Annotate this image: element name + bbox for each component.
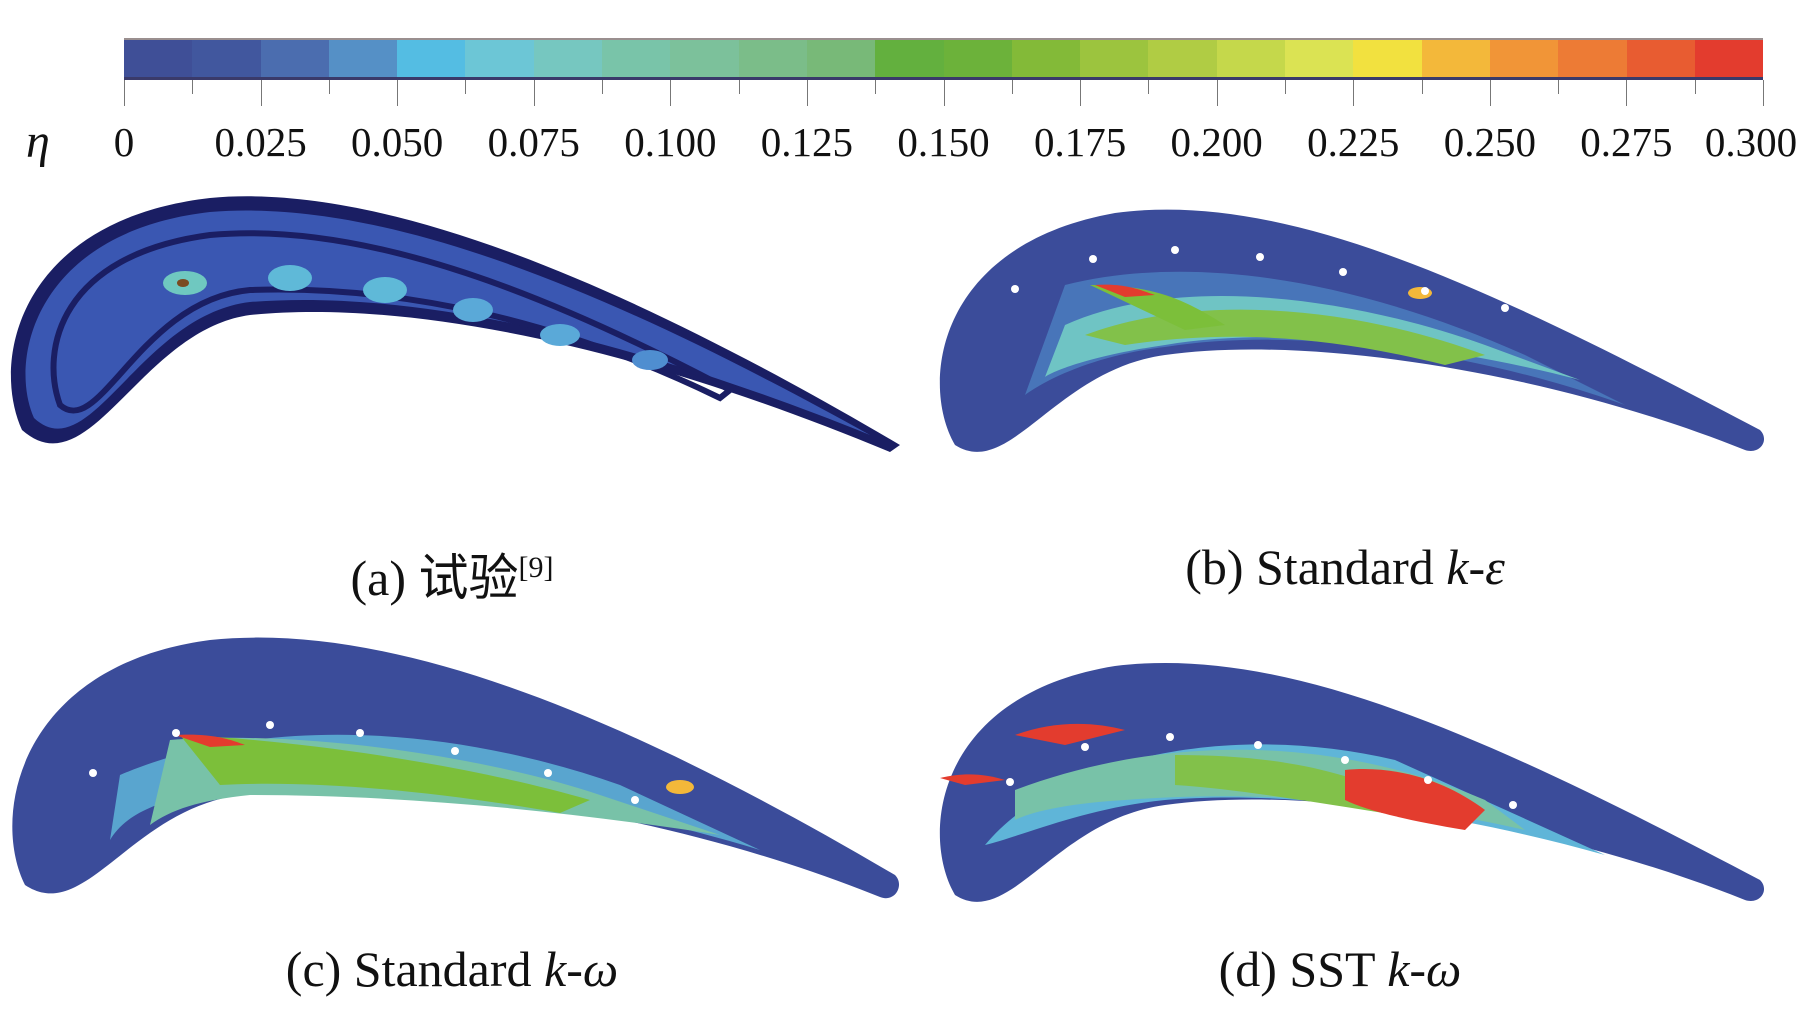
colorbar-tick (602, 80, 604, 94)
caption-b: (b) Standard k-ε (1185, 538, 1505, 596)
contour-panel-d (939, 662, 1765, 902)
colorbar-band (875, 40, 944, 77)
caption-d: (d) SST k-ω (1219, 940, 1462, 998)
colorbar-band (465, 40, 534, 77)
colorbar-tick (1763, 80, 1764, 106)
colorbar-tick (1011, 80, 1013, 94)
colorbar-band (738, 40, 807, 77)
caption-c-label: (c) Standard (285, 941, 545, 997)
colorbar-tick-label: 0.025 (214, 119, 307, 165)
colorbar-band (943, 40, 1012, 77)
colorbar-tick (1216, 80, 1218, 106)
colorbar-band (533, 40, 603, 77)
colorbar-tick (1080, 80, 1082, 106)
colorbar-tick-label: 0.275 (1580, 119, 1673, 165)
cooling-holes-c (89, 721, 639, 804)
cooling-spots-a (163, 265, 668, 370)
blade-surface-a (25, 210, 870, 435)
colorbar-band (1080, 40, 1149, 77)
colorbar-ticks (124, 80, 1764, 106)
colorbar-tick (1489, 80, 1491, 106)
colorbar-tick (1284, 80, 1286, 94)
colorbar-band (1558, 40, 1627, 77)
colorbar-tick (124, 80, 125, 106)
colorbar-tick-labels: 0 0.025 0.050 0.075 0.100 0.125 0.150 0.175 0.20… (0, 118, 1819, 168)
colorbar-band (328, 40, 398, 77)
colorbar-tick (260, 80, 262, 106)
caption-b-dash: - (1468, 539, 1486, 595)
caption-a-reference: [9] (518, 551, 554, 584)
caption-c-model: ω (582, 941, 619, 997)
colorbar-band (1489, 40, 1559, 77)
colorbar-tick-label: 0.125 (760, 119, 854, 165)
colorbar-band (1626, 40, 1695, 77)
caption-c-k: k (544, 941, 567, 997)
contour-panel-b (939, 209, 1765, 452)
colorbar-tick (1421, 80, 1423, 94)
colorbar-tick (533, 80, 535, 106)
colorbar-tick (1353, 80, 1355, 106)
colorbar-tick (1558, 80, 1560, 94)
colorbar-band (1694, 40, 1764, 77)
colorbar-tick (806, 80, 808, 106)
caption-c: (c) Standard k-ω (286, 940, 618, 998)
colorbar-symbol: η (26, 115, 50, 168)
colorbar-tick (670, 80, 672, 106)
colorbar-tick (738, 80, 740, 94)
colorbar-band (1421, 40, 1490, 77)
colorbar-tick-label: 0.200 (1170, 119, 1263, 165)
cooling-holes-d (1006, 733, 1517, 809)
colorbar-tick-label: 0.250 (1443, 119, 1536, 165)
caption-c-dash: - (566, 941, 583, 997)
cooling-holes-b (1011, 246, 1509, 312)
colorbar-tick (1148, 80, 1150, 94)
colorbar-tick-label: 0.175 (1033, 119, 1127, 165)
colorbar-tick (875, 80, 877, 94)
colorbar-band (602, 40, 671, 77)
colorbar-tick (943, 80, 945, 106)
colorbar-band (670, 40, 739, 77)
colorbar-tick (328, 80, 330, 94)
contour-panel-c (12, 637, 900, 899)
colorbar-tick-label: 0.100 (624, 119, 717, 165)
caption-b-k: k (1446, 539, 1469, 595)
colorbar-tick (397, 80, 399, 106)
caption-a-label: (a) (350, 550, 419, 606)
caption-d-dash: - (1409, 941, 1427, 997)
colorbar (124, 38, 1764, 80)
colorbar-tick (465, 80, 467, 94)
colorbar-tick (1694, 80, 1696, 94)
colorbar-band (1285, 40, 1354, 77)
colorbar-tick-label: 0.075 (487, 119, 580, 165)
colorbar-band (397, 40, 466, 77)
caption-b-model: ε (1485, 539, 1505, 595)
caption-d-k: k (1387, 941, 1410, 997)
colorbar-band (124, 40, 193, 77)
caption-a: (a) 试验[9] (351, 538, 554, 610)
colorbar-band (1148, 40, 1217, 77)
colorbar-band (1216, 40, 1286, 77)
caption-b-label: (b) Standard (1185, 539, 1447, 595)
colorbar-tick (192, 80, 194, 94)
colorbar-tick-label: 0.225 (1307, 119, 1400, 165)
colorbar-band (1353, 40, 1422, 77)
colorbar-band (1011, 40, 1081, 77)
colorbar-tick-label: 0 (113, 119, 135, 165)
caption-d-label: (d) SST (1218, 941, 1388, 997)
caption-d-model: ω (1426, 941, 1462, 997)
colorbar-band (192, 40, 261, 77)
colorbar-tick-label: 0.050 (351, 119, 444, 165)
caption-a-text: 试验 (418, 550, 519, 606)
colorbar-tick (1626, 80, 1628, 106)
colorbar-tick-label: 0.150 (897, 119, 990, 165)
colorbar-tick-label: 0.300 (1704, 119, 1798, 165)
contour-panel-a (10, 196, 900, 452)
colorbar-band (260, 40, 329, 77)
colorbar-band (806, 40, 876, 77)
